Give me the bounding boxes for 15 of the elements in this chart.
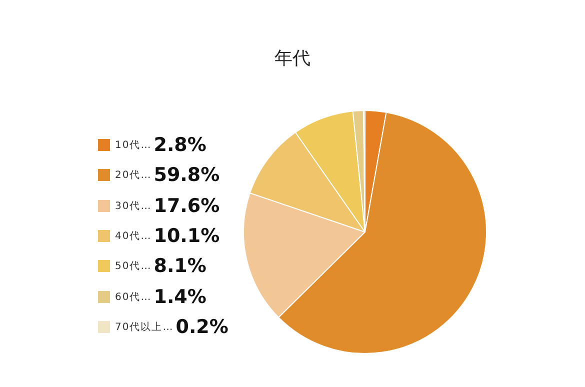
data-label: 2.8% [154,134,206,156]
legend-label: 10代… [115,139,152,152]
legend-label: 50代… [115,260,152,274]
legend-label: 40代… [115,230,152,244]
legend-label: 60代… [115,290,152,304]
data-label: 17.6% [154,194,220,217]
chart-title: 年代 [274,47,312,70]
data-label: 8.1% [154,255,206,278]
legend-label: 30代… [115,200,152,213]
legend-label: 70代以上… [115,320,174,334]
data-label: 1.4% [154,286,206,308]
data-label: 59.8% [154,164,220,186]
legend-label: 20代… [115,169,152,182]
data-label: 0.2% [176,316,228,338]
data-label: 10.1% [154,225,220,248]
